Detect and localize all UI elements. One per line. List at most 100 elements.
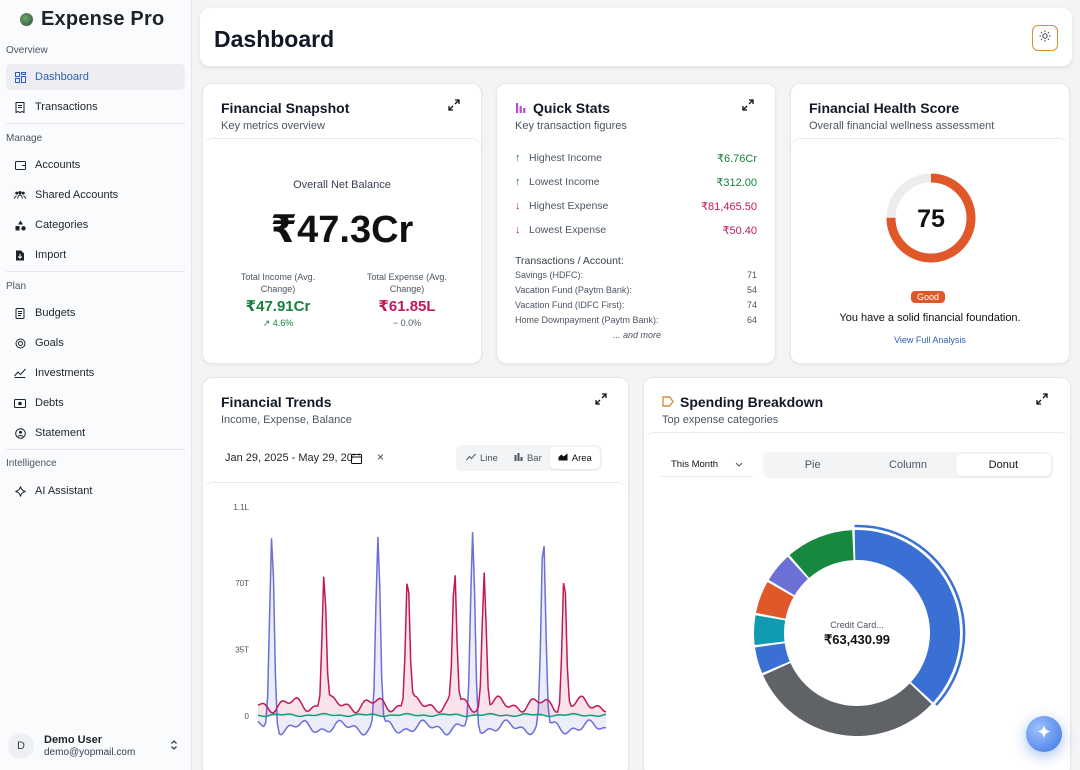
- stat-value: ₹6.76Cr: [716, 152, 757, 165]
- accounts-heading: Transactions / Account:: [515, 255, 624, 267]
- avatar: D: [8, 733, 34, 759]
- sidebar-item-statement[interactable]: Statement: [6, 420, 185, 446]
- sidebar-item-debts[interactable]: Debts: [6, 390, 185, 416]
- clear-date-button[interactable]: ×: [377, 450, 385, 464]
- user-name: Demo User: [44, 734, 103, 746]
- sidebar: Expense Pro Overview Dashboard Transacti…: [0, 0, 192, 770]
- total-income: Total Income (Avg. Change) ₹47.91Cr ↗ 4.…: [233, 271, 323, 329]
- total-expense: Total Expense (Avg. Change) ₹61.85L − 0.…: [362, 271, 452, 328]
- divider: [6, 271, 185, 272]
- divider: [6, 449, 185, 450]
- calendar-icon[interactable]: [351, 451, 362, 469]
- stat-value: ₹50.40: [722, 224, 757, 237]
- sidebar-item-dashboard[interactable]: Dashboard: [6, 64, 185, 90]
- sidebar-item-investments[interactable]: Investments: [6, 360, 185, 386]
- snapshot-body: Overall Net Balance ₹47.3Cr Total Income…: [203, 138, 481, 363]
- donut-slice[interactable]: [768, 556, 808, 596]
- card-title: Financial Health Score: [809, 100, 960, 116]
- account-count: 74: [746, 300, 757, 310]
- chart-view-column[interactable]: Column: [889, 459, 927, 471]
- sidebar-item-ai-assistant[interactable]: AI Assistant: [6, 478, 185, 504]
- quick-stats-body: ↑ Highest Income ₹6.76Cr ↑ Lowest Income…: [497, 138, 775, 363]
- logo-icon: [20, 13, 33, 26]
- donut-slice[interactable]: [763, 663, 932, 736]
- bar-chart-icon: [514, 452, 523, 464]
- stat-row: ↑ Lowest Income ₹312.00: [515, 175, 757, 189]
- sparkle-icon: [14, 485, 26, 497]
- shapes-icon: [14, 219, 26, 231]
- account-name: Savings (HDFC):: [515, 270, 584, 280]
- stat-label: Lowest Income: [529, 176, 600, 188]
- income-change: ↗ 4.6%: [233, 318, 323, 329]
- donut-slice[interactable]: [754, 615, 786, 646]
- target-icon: [14, 337, 26, 349]
- sidebar-item-label: Import: [35, 249, 67, 261]
- area-chart-icon: [558, 453, 568, 464]
- donut-slice[interactable]: [755, 643, 790, 674]
- view-full-analysis-link[interactable]: View Full Analysis: [894, 335, 966, 345]
- expense-value: ₹61.85L: [378, 298, 436, 315]
- brand[interactable]: Expense Pro: [20, 8, 164, 31]
- chart-view-donut[interactable]: Donut: [955, 454, 1051, 476]
- financial-snapshot-card: Financial Snapshot Key metrics overview …: [202, 83, 482, 364]
- spending-body: This Month Pie Column Donut Credit Card.…: [644, 432, 1070, 770]
- sidebar-item-shared-accounts[interactable]: Shared Accounts: [6, 182, 185, 208]
- chart-type-line[interactable]: Line: [458, 447, 506, 469]
- chart-type-bar[interactable]: Bar: [506, 447, 550, 469]
- sidebar-item-label: Shared Accounts: [35, 189, 119, 201]
- theme-toggle-button[interactable]: [1032, 25, 1058, 51]
- sidebar-item-label: Accounts: [35, 159, 81, 171]
- user-menu[interactable]: D Demo User demo@yopmail.com: [8, 733, 186, 759]
- chart-type-label: Bar: [526, 452, 542, 464]
- sidebar-item-label: Investments: [35, 367, 95, 379]
- sidebar-item-goals[interactable]: Goals: [6, 330, 185, 356]
- stat-label: Highest Expense: [529, 200, 609, 212]
- date-range-input[interactable]: Jan 29, 2025 - May 29, 20: [225, 452, 353, 464]
- expense-change: − 0.0%: [362, 318, 452, 328]
- sidebar-item-label: Statement: [35, 427, 86, 439]
- health-score-value: 75: [917, 205, 945, 233]
- chart-type-area[interactable]: Area: [549, 447, 600, 469]
- sidebar-item-import[interactable]: Import: [6, 242, 185, 268]
- expand-icon[interactable]: [595, 392, 609, 406]
- expand-icon[interactable]: [1036, 392, 1050, 406]
- stat-value: ₹81,465.50: [701, 200, 757, 213]
- ai-assistant-fab[interactable]: [1026, 716, 1062, 752]
- stat-value: ₹312.00: [716, 176, 757, 189]
- donut-slice[interactable]: [854, 530, 960, 703]
- donut-slice[interactable]: [789, 530, 854, 578]
- expense-change-value: 0.0%: [400, 318, 422, 328]
- account-name: Vacation Fund (IDFC First):: [515, 300, 625, 310]
- sidebar-item-transactions[interactable]: Transactions: [6, 94, 185, 120]
- arrow-down-icon: ↓: [515, 224, 521, 236]
- period-select-value: This Month: [671, 459, 718, 470]
- chevron-down-icon: [735, 459, 743, 470]
- card-subtitle: Key transaction figures: [515, 120, 627, 132]
- wallet-icon: [14, 159, 26, 171]
- health-message: You have a solid financial foundation.: [839, 312, 1021, 324]
- sidebar-item-label: Categories: [35, 219, 89, 231]
- account-count: 54: [746, 285, 757, 295]
- chevron-updown-icon: [170, 739, 178, 752]
- y-tick-label: 0: [245, 712, 250, 721]
- trend-icon: [14, 367, 26, 379]
- spending-breakdown-card: Spending Breakdown Top expense categorie…: [643, 377, 1071, 770]
- expand-icon[interactable]: [742, 98, 756, 112]
- sidebar-item-budgets[interactable]: Budgets: [6, 300, 185, 326]
- sidebar-item-label: Transactions: [35, 101, 98, 113]
- chart-type-label: Area: [571, 452, 592, 464]
- income-label: Total Income (Avg. Change): [240, 272, 316, 294]
- sidebar-item-accounts[interactable]: Accounts: [6, 152, 185, 178]
- donut-center-value: ₹63,430.99: [824, 632, 890, 647]
- sun-icon: [1039, 29, 1051, 47]
- period-select[interactable]: This Month: [661, 453, 753, 477]
- sidebar-item-categories[interactable]: Categories: [6, 212, 185, 238]
- card-title: Spending Breakdown: [662, 394, 823, 410]
- donut-slice[interactable]: [755, 581, 794, 619]
- expand-icon[interactable]: [448, 98, 462, 112]
- statement-icon: [14, 427, 26, 439]
- chart-view-pie[interactable]: Pie: [804, 459, 821, 471]
- series-line-pink: [257, 572, 607, 714]
- accounts-more: ... and more: [612, 330, 661, 340]
- document-icon: [14, 307, 26, 319]
